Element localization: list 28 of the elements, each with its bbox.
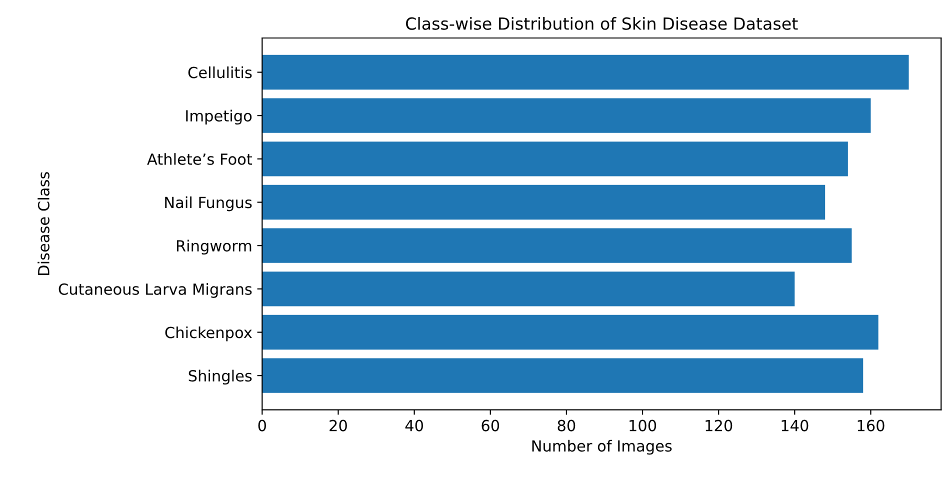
x-tick-label: 20 (330, 420, 347, 432)
x-tick-label: 140 (782, 420, 808, 432)
bar (262, 98, 871, 133)
bar (262, 228, 852, 263)
x-tick-label: 60 (482, 420, 500, 432)
bar (262, 142, 848, 176)
y-tick-label: Cellulitis (188, 66, 252, 78)
bar (262, 314, 878, 350)
bar (262, 54, 909, 90)
y-tick-label: Ringworm (176, 240, 252, 255)
y-tick-label: Shingles (188, 370, 252, 385)
y-tick-label: Chickenpox (165, 326, 252, 342)
y-tick-label: Cutaneous Larva Migrans (58, 283, 252, 298)
y-tick-label: Nail Fungus (165, 196, 252, 212)
x-tick-label: 160 (858, 420, 884, 432)
x-tick-label: 0 (258, 420, 266, 432)
y-axis-title: Disease Class (38, 172, 50, 275)
x-tick-label: 80 (558, 420, 576, 432)
bar (262, 272, 795, 306)
y-tick-label: Impetigo (186, 110, 252, 125)
x-tick-label: 40 (405, 420, 424, 432)
x-tick-label: 100 (630, 420, 656, 432)
bar (262, 358, 864, 393)
y-tick-label: Athlete’s Foot (147, 153, 252, 165)
bar (262, 184, 826, 220)
x-tick-label: 120 (706, 420, 732, 432)
x-axis-title: Number of Images (532, 440, 672, 455)
chart-title: Class-wise Distribution of Skin Disease Dataset (406, 17, 798, 30)
